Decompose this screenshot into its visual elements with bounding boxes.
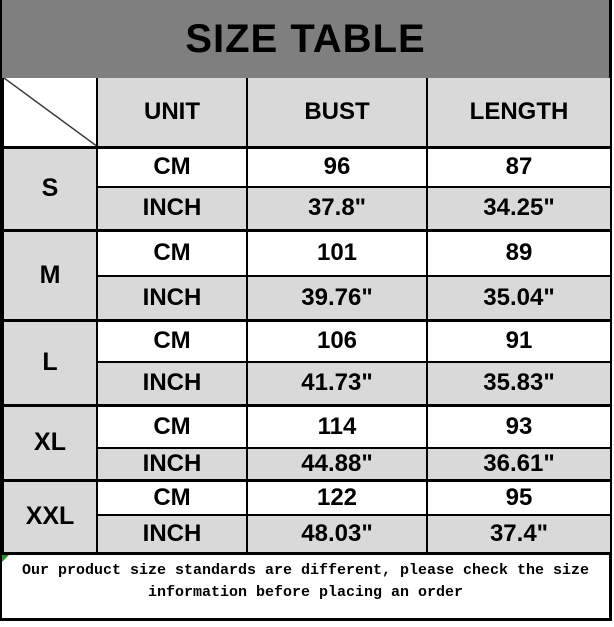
table-row-xxl-cm: XXL CM 122 95 <box>2 478 610 552</box>
table-row-m-inch: INCH 39.76" 35.04" <box>3 275 610 320</box>
table-row-l-cm: L CM 106 91 <box>2 318 610 405</box>
size-table: UNIT BUST LENGTH S CM 96 87 INCH 37.8" 3… <box>2 78 610 552</box>
diagonal-line <box>4 78 96 146</box>
size-label: S <box>2 145 97 230</box>
bust-value-cell: 48.03" <box>246 514 427 552</box>
table-row-m-cm: M CM 101 89 <box>2 228 610 320</box>
length-value-cell: 93 <box>426 403 610 448</box>
bust-value-cell: 106 <box>246 318 427 362</box>
length-value-cell: 89 <box>426 228 610 276</box>
unit-cell: CM <box>96 318 247 362</box>
unit-cell: CM <box>96 145 247 187</box>
column-header-length: LENGTH <box>426 78 610 147</box>
footer-note: Our product size standards are different… <box>2 552 609 618</box>
bust-value-cell: 39.76" <box>246 275 427 320</box>
size-label: XXL <box>2 478 97 552</box>
unit-cell: INCH <box>96 186 247 230</box>
table-row-xxl-inch: INCH 48.03" 37.4" <box>3 514 610 552</box>
column-header-bust: BUST <box>246 78 427 147</box>
table-row-s-inch: INCH 37.8" 34.25" <box>3 186 610 230</box>
table-row-s-cm: S CM 96 87 <box>2 145 610 230</box>
unit-cell: INCH <box>96 361 247 405</box>
unit-cell: INCH <box>96 447 247 480</box>
unit-cell: CM <box>96 228 247 276</box>
length-value-cell: 95 <box>426 478 610 515</box>
length-value-cell: 34.25" <box>426 186 610 230</box>
comment-marker-icon <box>2 555 9 562</box>
table-header-row: UNIT BUST LENGTH <box>2 78 610 147</box>
length-value-cell: 36.61" <box>426 447 610 480</box>
footer-note-line1: Our product size standards are different… <box>21 562 590 579</box>
table-row-l-inch: INCH 41.73" 35.83" <box>3 361 610 405</box>
bust-value-cell: 41.73" <box>246 361 427 405</box>
diagonal-header-cell <box>2 78 97 147</box>
length-value-cell: 37.4" <box>426 514 610 552</box>
table-row-xl-inch: INCH 44.88" 36.61" <box>3 447 610 480</box>
size-label: L <box>2 318 97 405</box>
table-row-xl-cm: XL CM 114 93 <box>2 403 610 480</box>
bust-value-cell: 44.88" <box>246 447 427 480</box>
unit-cell: INCH <box>96 275 247 320</box>
length-value-cell: 35.83" <box>426 361 610 405</box>
length-value-cell: 91 <box>426 318 610 362</box>
bust-value-cell: 37.8" <box>246 186 427 230</box>
length-value-cell: 87 <box>426 145 610 187</box>
unit-cell: CM <box>96 478 247 515</box>
bust-value-cell: 96 <box>246 145 427 187</box>
unit-cell: INCH <box>96 514 247 552</box>
page-title: SIZE TABLE <box>185 16 426 61</box>
title-bar: SIZE TABLE <box>2 0 609 78</box>
bust-value-cell: 122 <box>246 478 427 515</box>
footer-note-line2: information before placing an order <box>147 584 464 601</box>
size-label: M <box>2 228 97 320</box>
length-value-cell: 35.04" <box>426 275 610 320</box>
size-label: XL <box>2 403 97 480</box>
bust-value-cell: 101 <box>246 228 427 276</box>
unit-cell: CM <box>96 403 247 448</box>
column-header-unit: UNIT <box>96 78 247 147</box>
bust-value-cell: 114 <box>246 403 427 448</box>
